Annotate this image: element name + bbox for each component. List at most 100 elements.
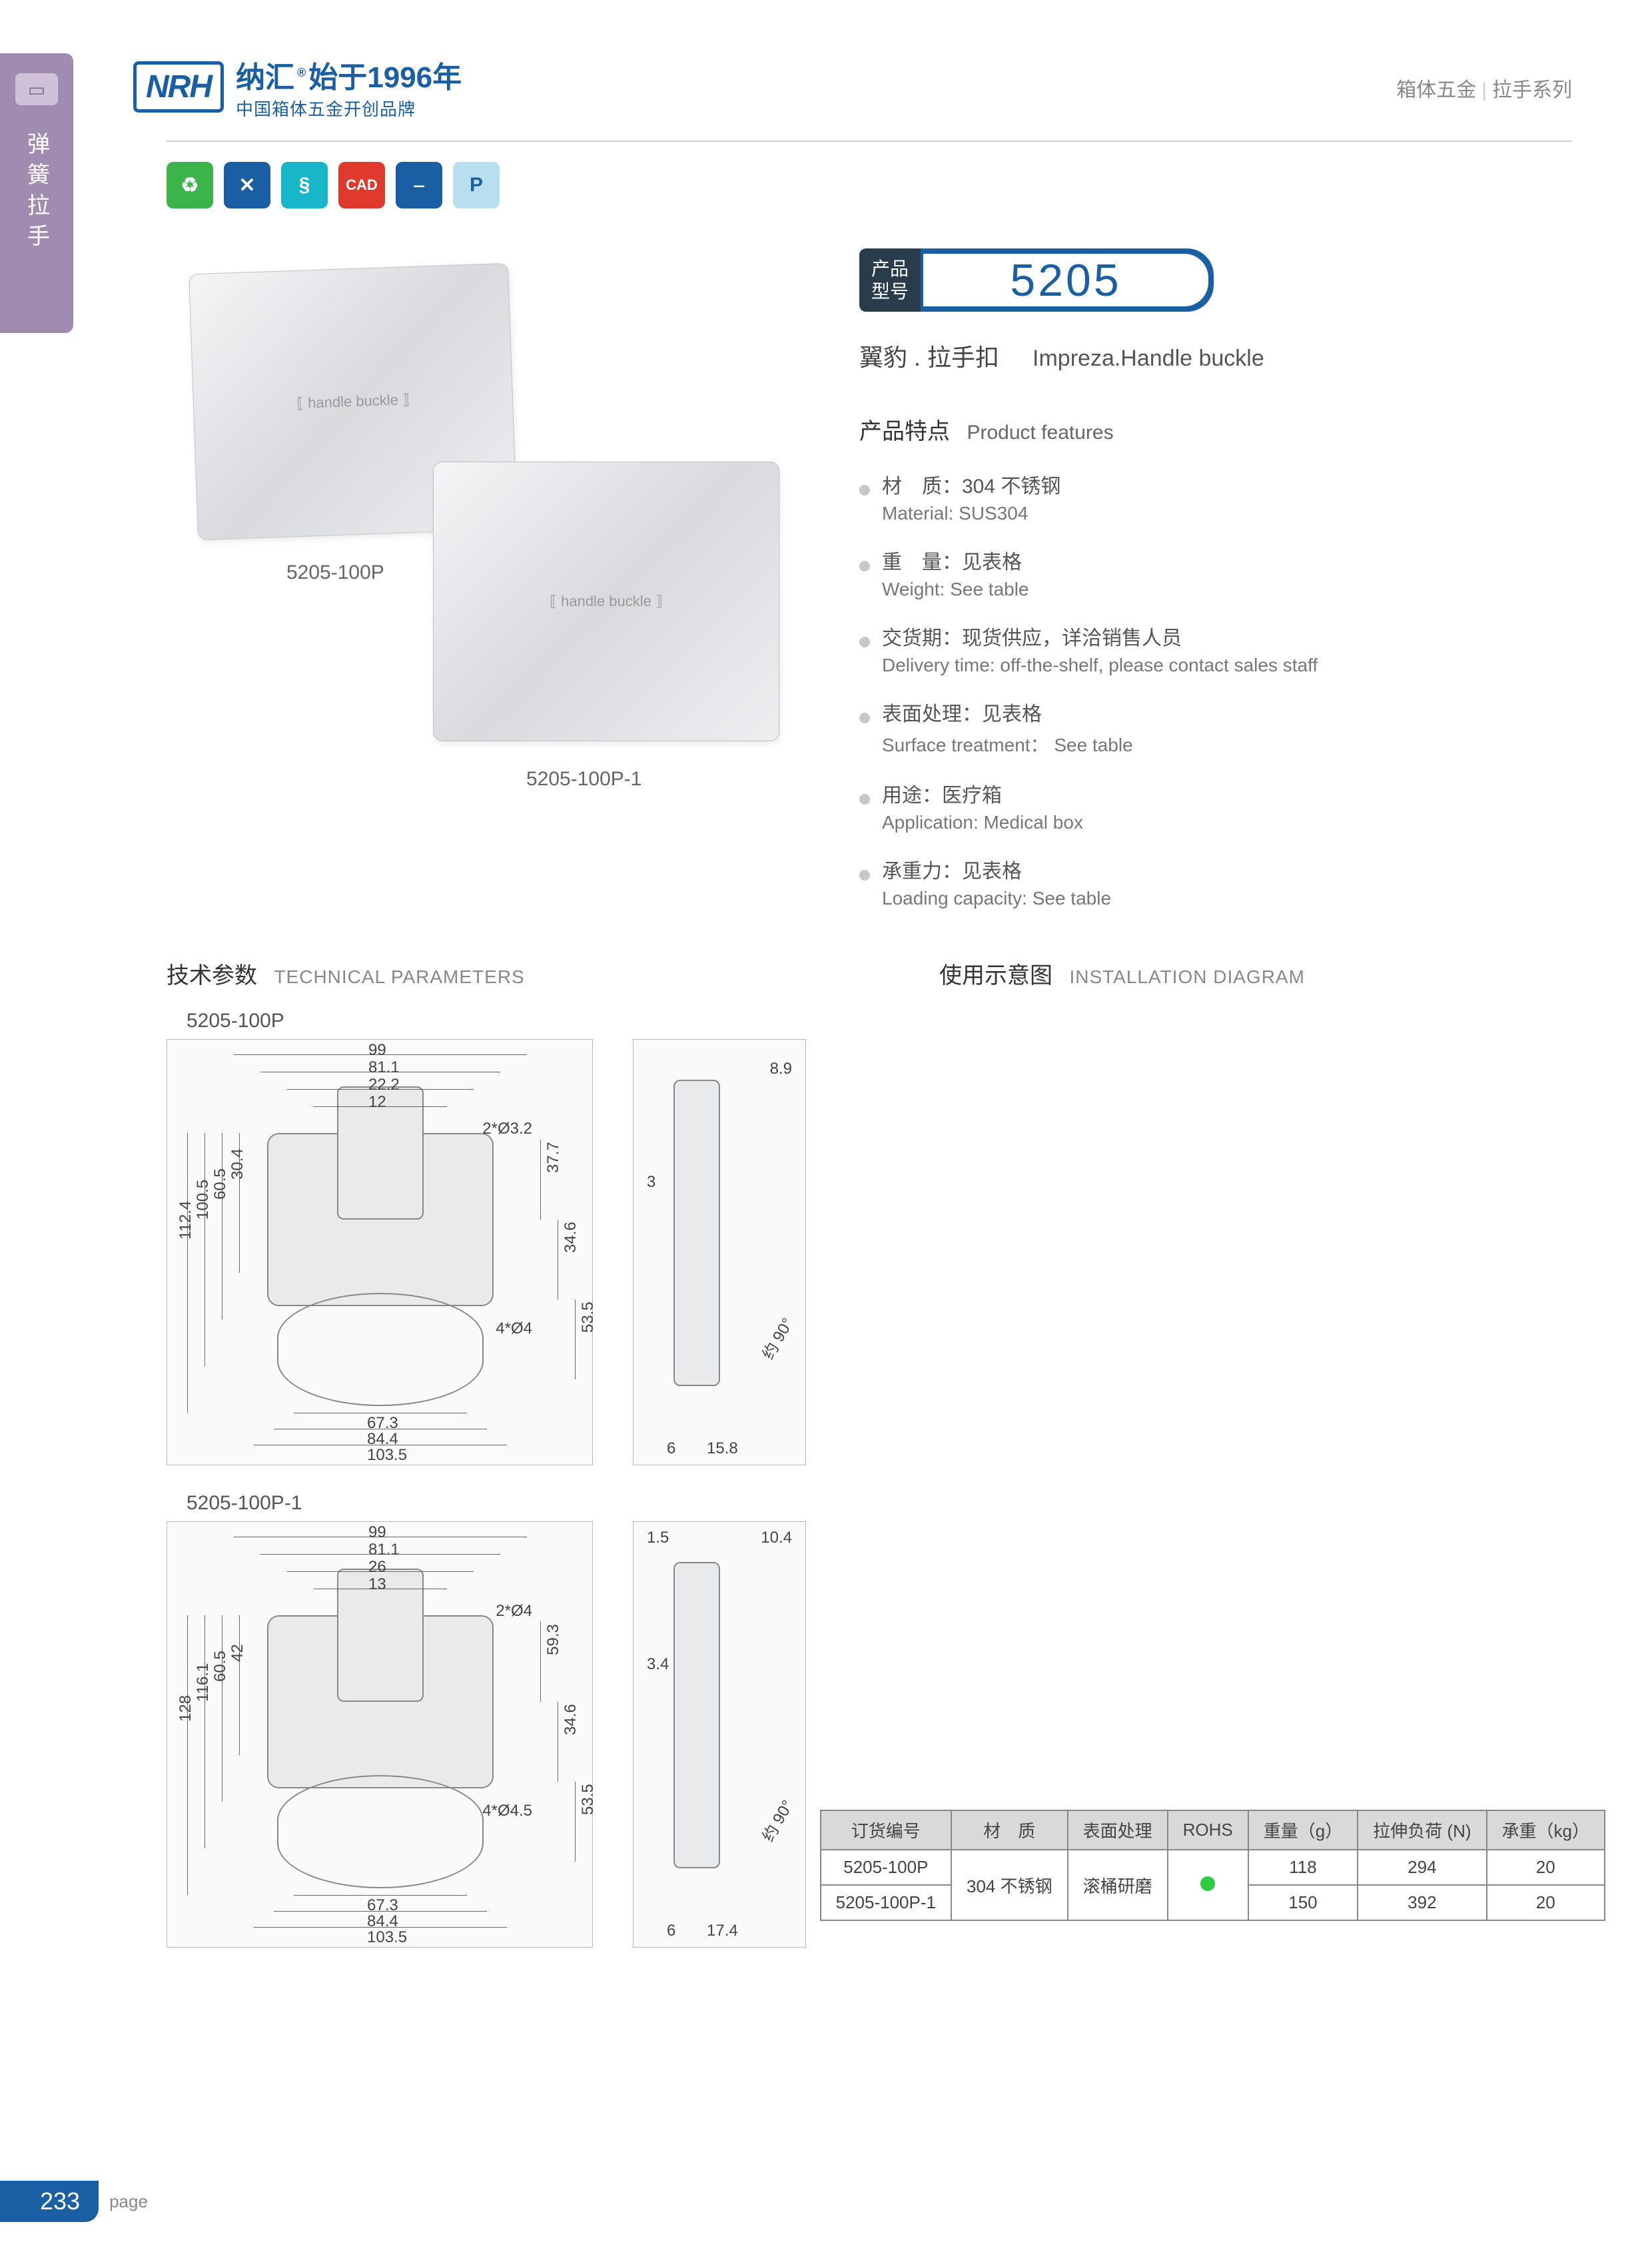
features-title-cn: 产品特点 (859, 419, 950, 444)
product-info: 产品 型号 5205 翼豹 . 拉手扣 Impreza.Handle buckl… (859, 248, 1572, 931)
cell-code: 5205-100P-1 (821, 1885, 951, 1920)
dimension: 4*Ø4 (496, 1319, 532, 1338)
feature-item: 用途：医疗箱Application: Medical box (859, 779, 1572, 833)
product-image-2: ⟦ handle buckle ⟧ (433, 462, 779, 741)
logo-mark: NRH (133, 61, 224, 113)
cell-code: 5205-100P (821, 1850, 951, 1885)
tech-params-heading: 技术参数 TECHNICAL PARAMETERS (167, 957, 939, 990)
breadcrumb-cat1: 箱体五金 (1396, 79, 1476, 101)
dimension: 60.5 (211, 1168, 230, 1200)
dimension: 15.8 (707, 1439, 738, 1458)
dimension: 6 (667, 1439, 675, 1458)
side-tab: ▭ 弹簧拉手 (0, 53, 73, 333)
features-title: 产品特点 Product features (859, 413, 1572, 446)
dimension: 116.1 (194, 1663, 212, 1702)
page-number: 233 (0, 2181, 99, 2222)
drawing-row: 9981.122.2122*Ø3.24*Ø4112.4100.560.530.4… (167, 1039, 1572, 1465)
feature-cn: 用途：医疗箱 (882, 785, 1002, 807)
product-image-2-caption: 5205-100P-1 (526, 768, 641, 791)
feature-item: 承重力：见表格 Loading capacity: See table (859, 855, 1572, 909)
model-row: 产品 型号 5205 (859, 248, 1572, 312)
dimension: 34.6 (562, 1222, 580, 1253)
dimension: 2*Ø3.2 (482, 1120, 532, 1138)
dimension: 6 (667, 1922, 675, 1940)
install-diagram-heading: 使用示意图 INSTALLATION DIAGRAM (939, 957, 1305, 990)
model-label-top: 产品 (871, 258, 909, 280)
header-divider (167, 141, 1572, 142)
page-label: page (109, 2191, 148, 2212)
side-tab-label: 弹簧拉手 (21, 132, 53, 254)
cell-cap: 20 (1487, 1850, 1605, 1885)
dimension: 约 90° (755, 1313, 798, 1363)
model-label-bottom: 型号 (871, 280, 909, 303)
install-cn: 使用示意图 (939, 963, 1052, 988)
product-image-1-caption: 5205-100P (286, 561, 384, 584)
bullet-icon (859, 870, 870, 881)
cell-load: 294 (1358, 1850, 1486, 1885)
cell-cap: 20 (1487, 1885, 1605, 1920)
dimension: 34.6 (562, 1704, 580, 1735)
logo-line1: 纳汇®始于1996年 (236, 53, 462, 96)
feature-cn: 表面处理：见表格 (882, 703, 1042, 725)
series-line: 翼豹 . 拉手扣 Impreza.Handle buckle (859, 338, 1572, 373)
side-tab-icon: ▭ (15, 73, 58, 105)
table-header: 重量（g） (1248, 1810, 1358, 1850)
dimension: 42 (228, 1644, 247, 1662)
drawing-label: 5205-100P-1 (187, 1492, 1572, 1515)
rohs-dot-icon (1200, 1876, 1215, 1891)
badge-3: CAD (338, 162, 385, 208)
dimension: 53.5 (579, 1302, 598, 1333)
series-en: Impreza.Handle buckle (1032, 346, 1264, 371)
bullet-icon (859, 561, 870, 571)
spec-table-wrap: 订货编号材 质表面处理ROHS重量（g）拉伸负荷 (N)承重（kg） 5205-… (820, 1810, 1605, 1921)
dimension: 81.1 (368, 1058, 400, 1077)
bullet-icon (859, 713, 870, 723)
series-cn: 翼豹 . 拉手扣 (859, 344, 999, 371)
dimension: 3 (647, 1173, 655, 1192)
drawing-front-view: 9981.126132*Ø44*Ø4.5128116.160.54259.334… (167, 1521, 593, 1948)
table-header: 订货编号 (821, 1810, 951, 1850)
table-header: ROHS (1168, 1810, 1248, 1850)
feature-en: Delivery time: off-the-shelf, please con… (882, 655, 1572, 676)
badge-1: ✕ (224, 162, 270, 208)
badge-row: ♻✕§CAD⎯P (167, 162, 1572, 208)
dimension: 99 (368, 1041, 386, 1060)
feature-cn: 重 量：见表格 (882, 552, 1022, 573)
logo-since: 始于1996年 (308, 61, 462, 94)
dimension: 60.5 (211, 1651, 230, 1682)
cell-surface: 滚桶研磨 (1068, 1850, 1168, 1920)
tech-params-en: TECHNICAL PARAMETERS (274, 966, 524, 987)
drawing-side-view: 1.510.43.4约 90°617.4 (633, 1521, 806, 1948)
cell-load: 392 (1358, 1885, 1486, 1920)
feature-item: 表面处理：见表格Surface treatment： See table (859, 697, 1572, 757)
dimension: 4*Ø4.5 (482, 1802, 532, 1820)
dimension: 1.5 (647, 1529, 669, 1547)
cell-material: 304 不锈钢 (951, 1850, 1068, 1920)
feature-list: 材 质：304 不锈钢Material: SUS304重 量：见表格Weight… (859, 470, 1572, 909)
breadcrumb: 箱体五金|拉手系列 (1396, 73, 1572, 103)
drawing-label: 5205-100P (187, 1010, 1572, 1032)
dimension: 128 (177, 1695, 195, 1722)
dimension: 37.7 (544, 1142, 563, 1173)
model-label: 产品 型号 (859, 248, 921, 312)
dimension: 约 90° (755, 1795, 798, 1845)
dimension: 103.5 (367, 1446, 407, 1465)
dimension: 13 (368, 1575, 386, 1594)
feature-item: 材 质：304 不锈钢Material: SUS304 (859, 470, 1572, 524)
spec-table: 订货编号材 质表面处理ROHS重量（g）拉伸负荷 (N)承重（kg） 5205-… (820, 1810, 1605, 1921)
feature-en: Loading capacity: See table (882, 888, 1572, 909)
feature-item: 交货期：现货供应，详洽销售人员Delivery time: off-the-sh… (859, 621, 1572, 676)
drawing-front-view: 9981.122.2122*Ø3.24*Ø4112.4100.560.530.4… (167, 1039, 593, 1465)
feature-cn: 承重力：见表格 (882, 861, 1022, 883)
logo-cn: 纳汇 (236, 61, 294, 94)
drawings-area: 5205-100P9981.122.2122*Ø3.24*Ø4112.4100.… (167, 1010, 1572, 1948)
table-header: 承重（kg） (1487, 1810, 1605, 1850)
table-row: 5205-100P304 不锈钢滚桶研磨11829420 (821, 1850, 1605, 1885)
features-title-en: Product features (967, 422, 1113, 444)
dimension: 59.3 (544, 1624, 563, 1655)
model-number-badge: 5205 (921, 248, 1214, 312)
logo-block: NRH 纳汇®始于1996年 中国箱体五金开创品牌 (133, 53, 462, 121)
drawing-block: 5205-100P9981.122.2122*Ø3.24*Ø4112.4100.… (167, 1010, 1572, 1465)
badge-5: P (453, 162, 500, 208)
logo-reg: ® (297, 66, 306, 79)
